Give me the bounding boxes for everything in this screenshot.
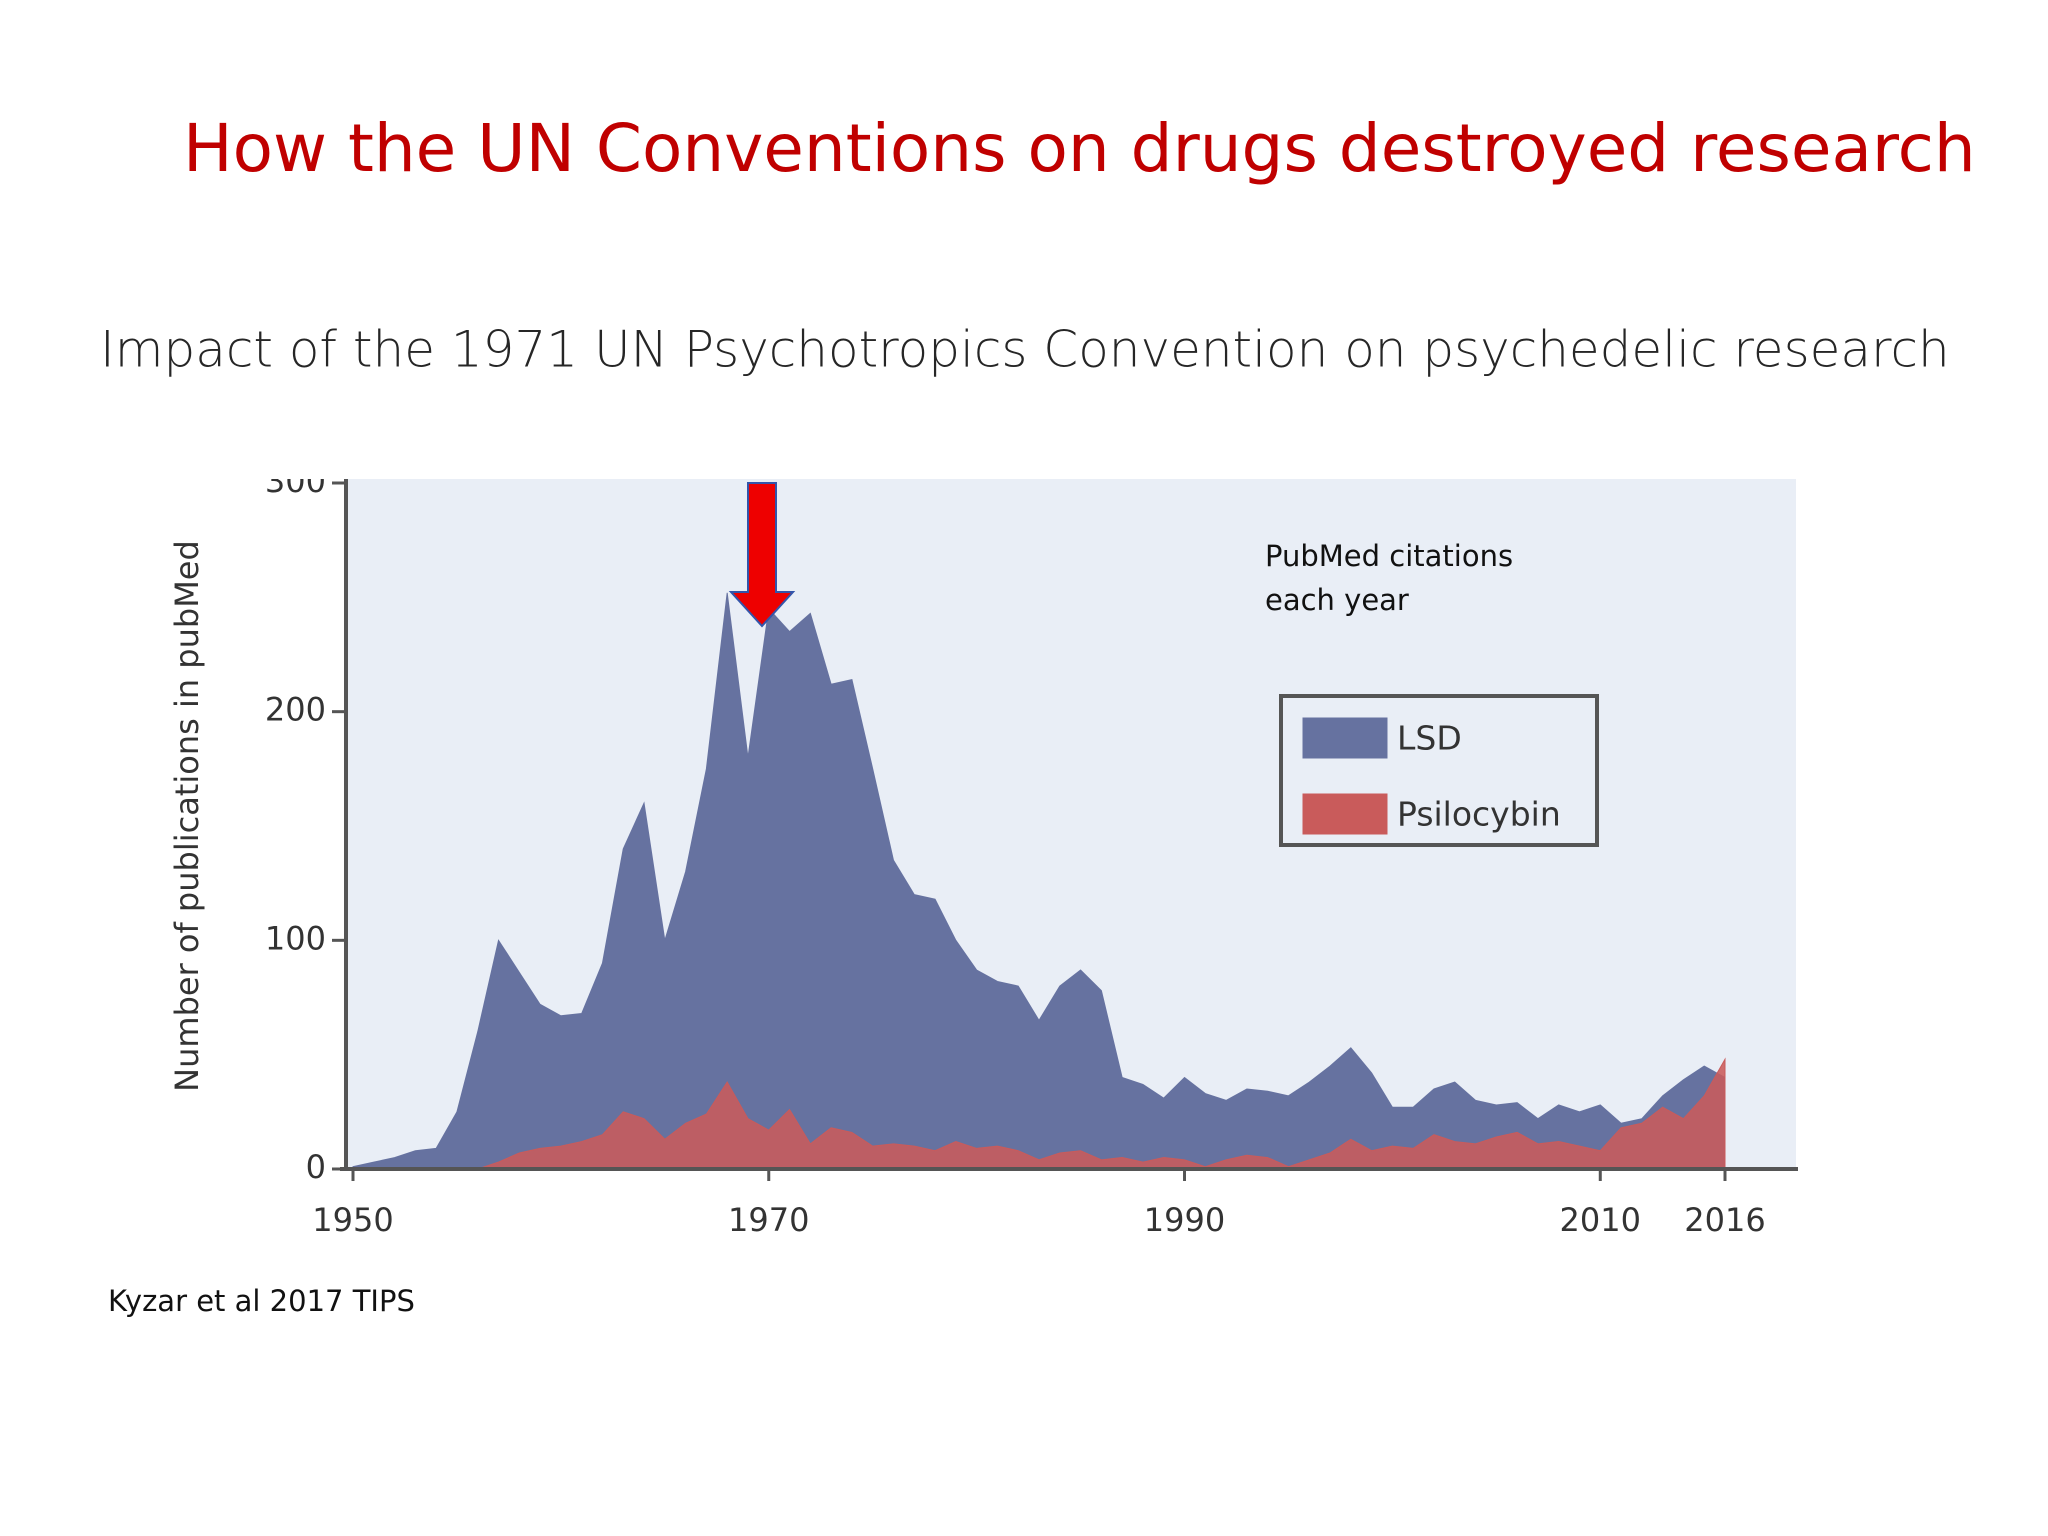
y-tick-label: 100 bbox=[265, 919, 326, 957]
area-series bbox=[352, 592, 1726, 1170]
x-tick-label: 1970 bbox=[728, 1201, 809, 1239]
y-axis-label: Number of publications in pubMed bbox=[168, 540, 206, 1092]
annotation: PubMed citations bbox=[1265, 539, 1513, 573]
legend-swatch bbox=[1302, 717, 1388, 759]
source-note: Kyzar et al 2017 TIPS bbox=[108, 1284, 415, 1318]
x-tick-label: 2010 bbox=[1560, 1201, 1641, 1239]
y-tick-label: 200 bbox=[265, 691, 326, 729]
arrow-marker bbox=[728, 482, 796, 628]
area-series bbox=[353, 1057, 1726, 1170]
x-tick-label: 2016 bbox=[1684, 1201, 1765, 1239]
slide-subtitle: Impact of the 1971 UN Psychotropics Conv… bbox=[100, 321, 1950, 379]
y-tick-label: 300 bbox=[265, 462, 326, 500]
x-tick-label: 1990 bbox=[1144, 1201, 1225, 1239]
x-tick-label: 1950 bbox=[312, 1201, 393, 1239]
legend-label: LSD bbox=[1397, 719, 1462, 758]
legend-label: Psilocybin bbox=[1397, 795, 1561, 834]
annotation: each year bbox=[1265, 583, 1409, 617]
y-tick-label: 0 bbox=[306, 1148, 326, 1186]
slide-title: How the UN Conventions on drugs destroye… bbox=[183, 110, 1976, 187]
legend-swatch bbox=[1302, 793, 1388, 835]
chart: 0 100 200 300 1950 1970 1990 2010 2016 LSD Psilocy… bbox=[265, 462, 1798, 1239]
